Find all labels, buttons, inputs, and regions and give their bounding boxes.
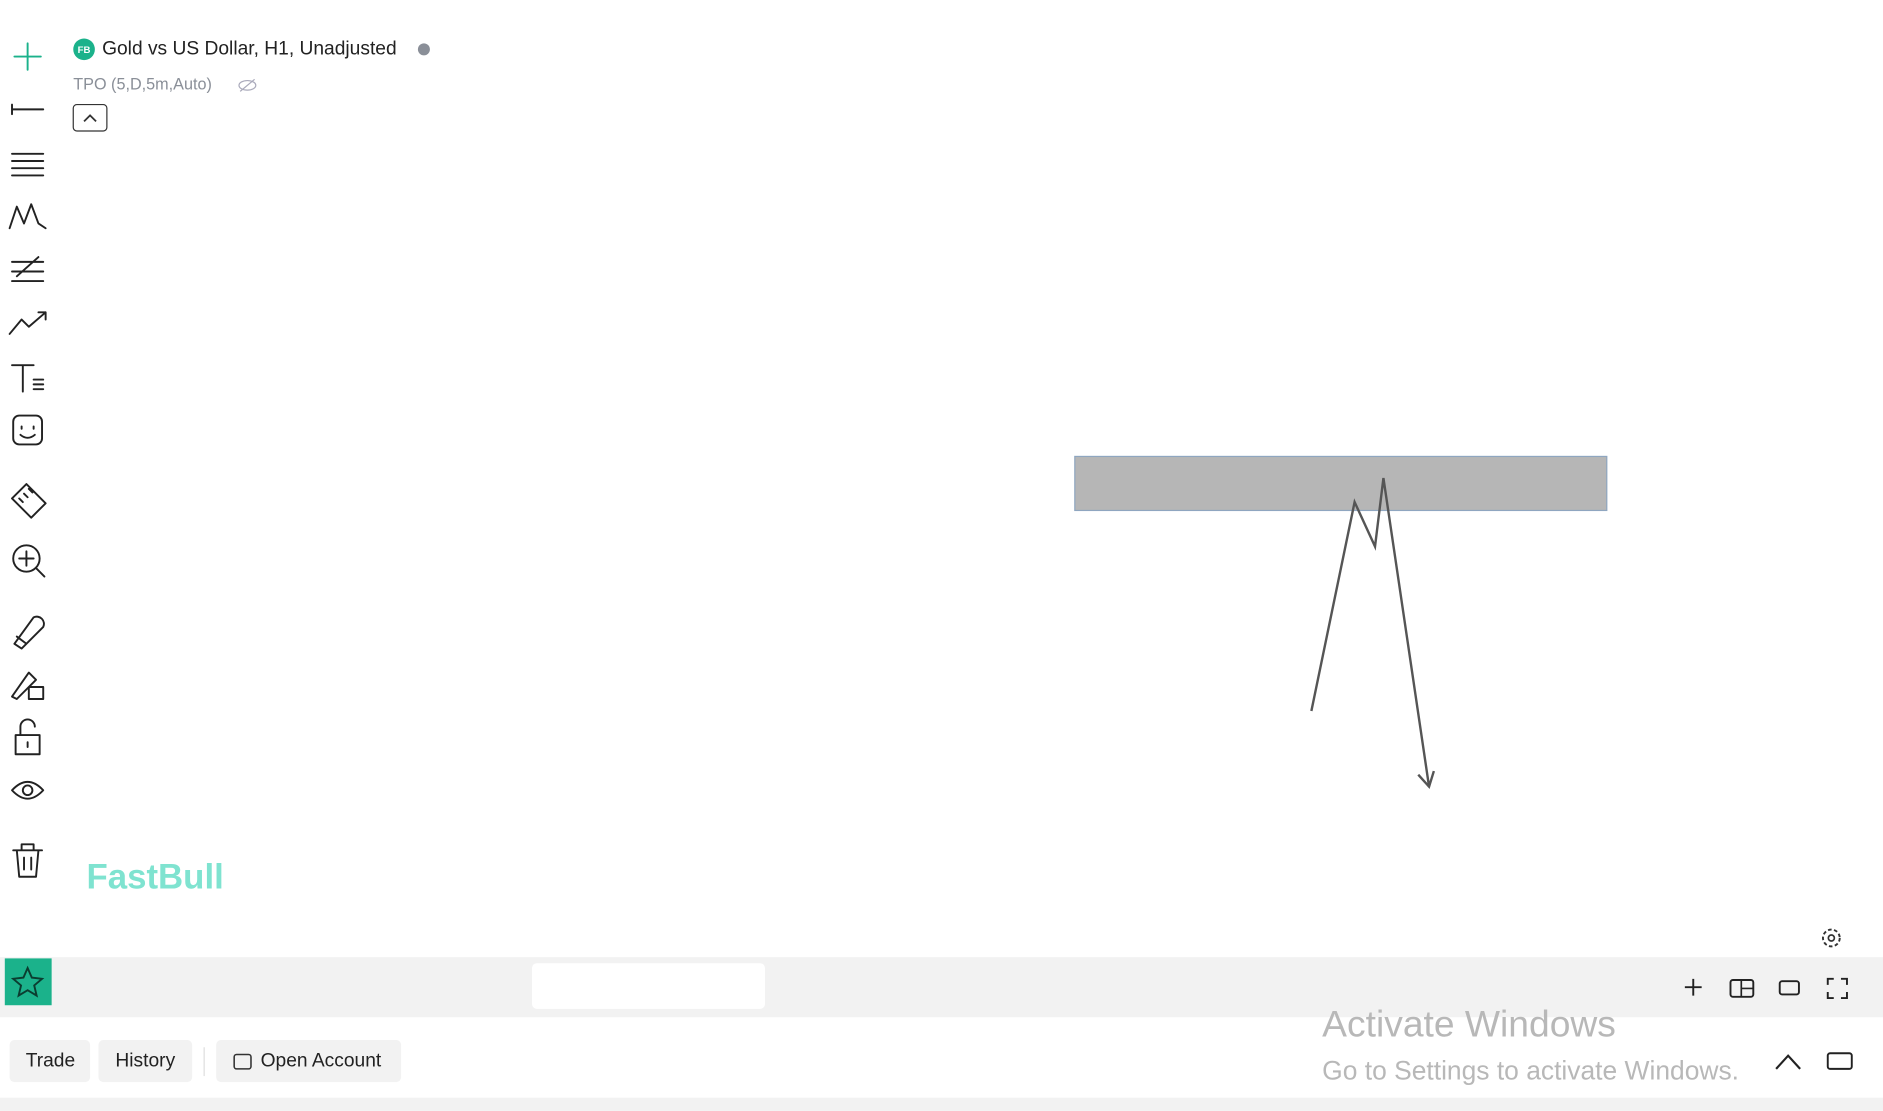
favorite-icon [10, 965, 45, 998]
watermark: FastBull [86, 857, 223, 896]
history-button[interactable] [98, 1040, 193, 1083]
activation-text: Go to Settings to activate Windows. [1322, 1055, 1739, 1085]
zoom-plus [18, 550, 46, 578]
magnet-tool[interactable] [13, 615, 45, 650]
projection-path[interactable] [1310, 477, 1431, 787]
window-button[interactable] [1778, 980, 1800, 996]
left-toolbar [8, 42, 47, 878]
visibility-pupil [21, 784, 34, 797]
history-label: History [115, 1051, 175, 1072]
collapse-button[interactable] [72, 103, 108, 132]
ruler-tool[interactable] [11, 483, 47, 519]
trade-button[interactable] [9, 1040, 91, 1083]
expand-panel[interactable] [1775, 1054, 1801, 1070]
activation-title: Activate Windows [1322, 1003, 1616, 1045]
delete-tool[interactable] [12, 843, 43, 878]
indicator-label[interactable]: TPO (5,D,5m,Auto) [73, 76, 212, 94]
eye-hidden-icon[interactable] [238, 78, 257, 92]
zoom-tool[interactable] [12, 544, 41, 573]
text-tool[interactable] [11, 364, 45, 393]
layout-icon [1740, 980, 1754, 997]
fullscreen-button[interactable] [1826, 977, 1848, 999]
status-dot [417, 43, 430, 56]
channel-tool[interactable] [11, 256, 45, 283]
open-account-label: Open Account [261, 1051, 382, 1072]
collapse-icon [83, 114, 97, 123]
lock-draw-tool[interactable] [11, 671, 45, 700]
sticker-tool[interactable] [12, 414, 43, 446]
settings-icon[interactable] [1821, 928, 1841, 948]
tab-bar [0, 957, 1883, 1018]
open-account-button[interactable] [216, 1040, 402, 1083]
chart-title: Gold vs US Dollar, H1, Unadjusted [102, 38, 397, 59]
symbol-icon [73, 38, 95, 61]
forecast-tool[interactable] [8, 311, 47, 335]
add-tab[interactable] [1684, 978, 1702, 996]
active-tab[interactable] [531, 963, 765, 1009]
crosshair-tool[interactable] [13, 42, 42, 71]
panel-window[interactable] [1826, 1052, 1853, 1070]
line-tool[interactable] [11, 103, 45, 116]
lock-tool[interactable] [14, 718, 41, 756]
symbol-icon-text: FB [78, 45, 91, 56]
zone-rectangle[interactable] [1074, 455, 1608, 512]
trade-label: Trade [26, 1051, 75, 1072]
settings-center [1827, 934, 1836, 942]
account-icon [233, 1053, 252, 1070]
fib-tool[interactable] [11, 152, 45, 177]
projection-arrow [1417, 770, 1436, 790]
favorite-button[interactable] [4, 958, 52, 1006]
footer-strip [0, 1097, 1883, 1111]
pattern-tool[interactable] [8, 203, 47, 230]
sticker-face [19, 425, 36, 439]
visibility-tool[interactable] [11, 780, 45, 800]
